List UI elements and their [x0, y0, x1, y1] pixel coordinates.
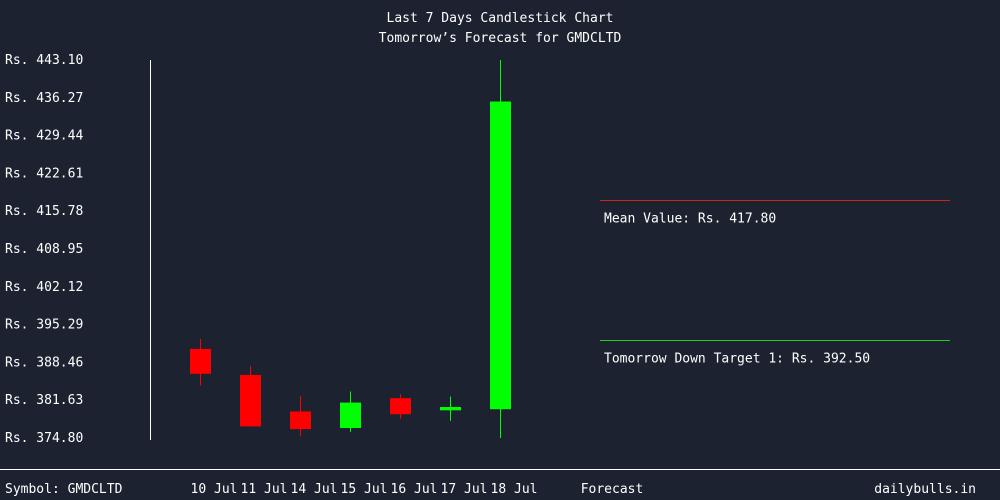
candle: [390, 394, 411, 419]
forecast-lines: Mean Value: Rs. 417.80 Tomorrow Down Targ…: [600, 200, 950, 367]
y-tick-label: Rs. 374.80: [5, 431, 83, 446]
y-tick-label: Rs. 422.61: [5, 166, 83, 181]
candles: [190, 60, 511, 438]
x-tick-label: 16 Jul: [391, 482, 438, 497]
candle: [190, 338, 211, 386]
x-tick-label: 17 Jul: [441, 482, 488, 497]
y-tick-label: Rs. 436.27: [5, 91, 83, 106]
candle-body: [440, 407, 461, 411]
candle-body: [390, 398, 411, 415]
y-tick-label: Rs. 429.44: [5, 129, 83, 144]
candle-body: [240, 374, 261, 427]
candle-body: [190, 348, 211, 374]
forecast-label: Forecast: [581, 482, 644, 497]
forecast-line-label: Mean Value: Rs. 417.80: [604, 212, 776, 227]
y-tick-label: Rs. 395.29: [5, 318, 83, 333]
x-tick-label: 18 Jul: [491, 482, 538, 497]
candle-body: [340, 402, 361, 429]
y-tick-label: Rs. 402.12: [5, 280, 83, 295]
candle-body: [290, 411, 311, 430]
forecast-line-label: Tomorrow Down Target 1: Rs. 392.50: [604, 352, 870, 367]
candle: [440, 396, 461, 421]
x-tick-label: 11 Jul: [241, 482, 288, 497]
y-tick-label: Rs. 408.95: [5, 242, 83, 257]
y-tick-label: Rs. 415.78: [5, 204, 83, 219]
y-axis-ticks: Rs. 443.10 Rs. 436.27 Rs. 429.44 Rs. 422.61…: [5, 53, 83, 446]
footer-symbol: Symbol: GMDCLTD: [5, 482, 123, 497]
y-tick-label: Rs. 381.63: [5, 393, 83, 408]
candle: [340, 391, 361, 432]
y-tick-label: Rs. 388.46: [5, 355, 83, 370]
candle: [240, 366, 261, 427]
candle-body: [490, 101, 511, 410]
y-tick-label: Rs. 443.10: [5, 53, 83, 68]
chart-subtitle: Tomorrow’s Forecast for GMDCLTD: [379, 31, 622, 46]
candle: [490, 60, 511, 438]
candle: [290, 395, 311, 437]
footer-brand: dailybulls.in: [874, 482, 976, 497]
x-tick-label: 10 Jul: [191, 482, 238, 497]
x-tick-label: 15 Jul: [341, 482, 388, 497]
x-tick-label: 14 Jul: [291, 482, 338, 497]
x-axis-ticks: 10 Jul 11 Jul 14 Jul 15 Jul 16 Jul 17 Jul 18 J…: [191, 482, 538, 497]
chart-title: Last 7 Days Candlestick Chart: [387, 11, 614, 26]
